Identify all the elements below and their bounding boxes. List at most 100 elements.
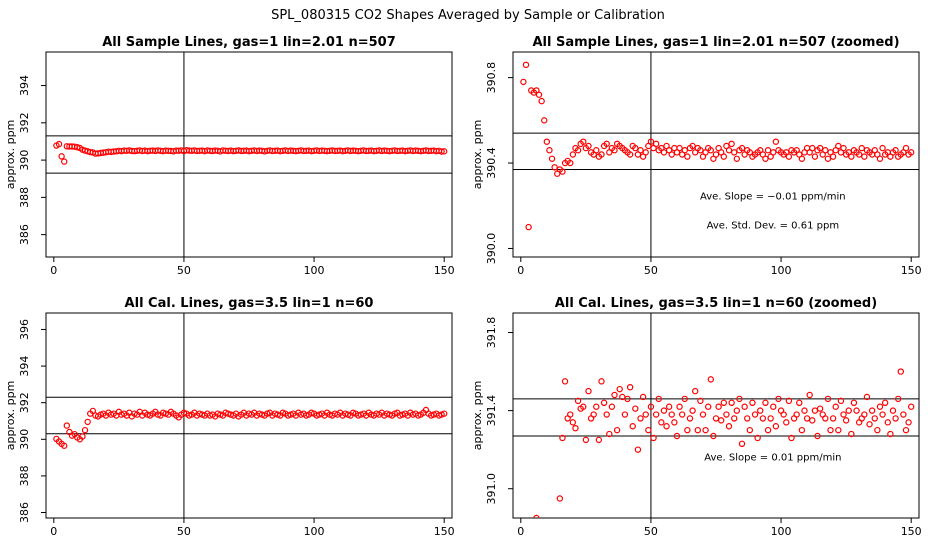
data-point <box>645 426 652 434</box>
data-point <box>79 433 86 440</box>
data-point <box>842 417 850 424</box>
data-point <box>723 411 730 418</box>
data-point <box>697 397 704 405</box>
data-point <box>665 403 673 410</box>
data-point <box>835 426 842 434</box>
y-tick-label: 388 <box>18 465 31 486</box>
data-point <box>715 403 722 410</box>
x-tick-label: 0 <box>50 525 57 538</box>
data-point <box>832 403 839 410</box>
data-point <box>600 399 608 407</box>
data-point <box>720 153 728 160</box>
figure-suptitle: SPL_080315 CO2 Shapes Averaged by Sample… <box>271 8 665 23</box>
data-point <box>525 223 532 231</box>
x-tick-label: 0 <box>50 264 57 277</box>
data-point <box>697 147 704 154</box>
data-point <box>744 415 751 422</box>
data-point <box>650 434 657 442</box>
data-point <box>63 422 71 429</box>
data-point <box>749 399 756 407</box>
data-point <box>809 144 816 152</box>
data-point <box>762 399 769 407</box>
x-tick-label: 150 <box>434 264 455 277</box>
data-point <box>624 395 631 403</box>
data-point <box>887 430 894 438</box>
data-point <box>775 395 782 403</box>
data-point <box>848 153 855 160</box>
data-point <box>874 426 881 434</box>
data-point <box>694 426 701 434</box>
data-point <box>567 159 574 167</box>
data-point <box>741 403 748 410</box>
annotation-text: Ave. Std. Dev. = 0.61 ppm <box>707 220 839 231</box>
data-points <box>533 368 915 518</box>
x-tick-label: 100 <box>771 525 792 538</box>
data-point <box>736 395 743 403</box>
data-point <box>829 415 837 422</box>
data-point <box>738 440 746 448</box>
data-point <box>595 436 603 444</box>
data-point <box>580 403 587 410</box>
plot-frame <box>45 51 453 258</box>
data-point <box>632 144 639 152</box>
data-point <box>689 407 696 414</box>
data-point <box>759 415 767 422</box>
data-point <box>894 395 902 403</box>
data-point <box>764 147 772 154</box>
y-tick-label: 394 <box>18 75 31 96</box>
data-point <box>762 155 769 162</box>
data-point <box>796 399 803 407</box>
data-point <box>840 144 847 152</box>
data-point <box>863 393 871 401</box>
data-point <box>569 419 577 426</box>
data-point <box>574 397 582 405</box>
data-point <box>788 434 795 442</box>
data-point <box>668 151 675 158</box>
data-point <box>720 399 728 407</box>
data-point <box>81 426 89 434</box>
data-point <box>905 419 912 426</box>
data-point <box>574 147 582 154</box>
data-point <box>876 403 884 410</box>
data-point <box>440 410 448 417</box>
data-point <box>837 397 845 405</box>
plot-frame <box>45 312 453 519</box>
x-tick-label: 0 <box>517 525 524 538</box>
data-point <box>621 411 629 418</box>
data-point <box>655 395 662 403</box>
data-point <box>884 419 891 426</box>
data-point <box>871 415 878 422</box>
annotation-text: Ave. Slope = 0.01 ppm/min <box>704 453 841 464</box>
data-point <box>861 411 868 418</box>
data-point <box>590 411 597 418</box>
data-point <box>876 155 884 162</box>
data-point <box>598 151 605 158</box>
data-point <box>822 147 829 154</box>
data-point <box>780 411 787 418</box>
data-point <box>811 407 819 414</box>
data-point <box>707 376 714 383</box>
data-point <box>538 97 545 105</box>
data-point <box>754 434 761 442</box>
data-point <box>603 140 610 148</box>
data-point <box>728 399 735 407</box>
x-tick-label: 150 <box>901 525 922 538</box>
x-tick-label: 50 <box>644 264 658 277</box>
data-point <box>824 155 832 162</box>
data-point <box>710 432 717 440</box>
data-point <box>827 426 834 434</box>
data-point <box>603 411 610 418</box>
data-point <box>816 144 824 152</box>
data-point <box>673 432 681 440</box>
chart-title: All Cal. Lines, gas=3.5 lin=1 n=60 <box>125 296 374 311</box>
data-point <box>798 155 806 162</box>
data-point <box>889 407 897 414</box>
y-axis-label: approx. ppm <box>4 120 17 190</box>
y-tick-label: 390.4 <box>485 147 498 179</box>
x-tick-label: 0 <box>517 264 524 277</box>
plot-frame <box>512 51 920 258</box>
chart-panel-2: All Sample Lines, gas=1 lin=2.01 n=507 (… <box>471 35 922 277</box>
data-point <box>585 142 592 150</box>
data-point <box>647 138 655 145</box>
